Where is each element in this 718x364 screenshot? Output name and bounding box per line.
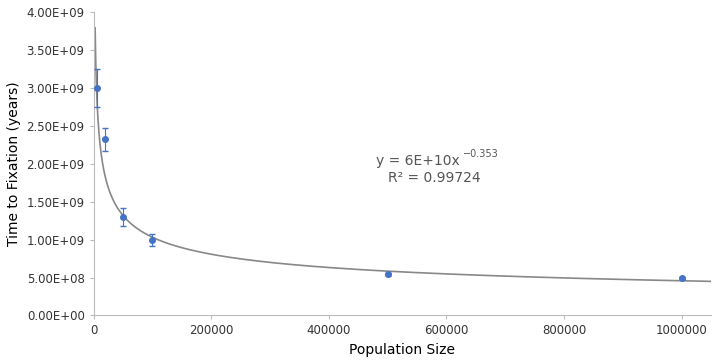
X-axis label: Population Size: Population Size: [350, 343, 455, 357]
Text: R² = 0.99724: R² = 0.99724: [388, 171, 480, 185]
Y-axis label: Time to Fixation (years): Time to Fixation (years): [7, 82, 21, 246]
Text: −0.353: −0.353: [463, 149, 499, 159]
Text: y = 6E+10x: y = 6E+10x: [376, 154, 460, 167]
